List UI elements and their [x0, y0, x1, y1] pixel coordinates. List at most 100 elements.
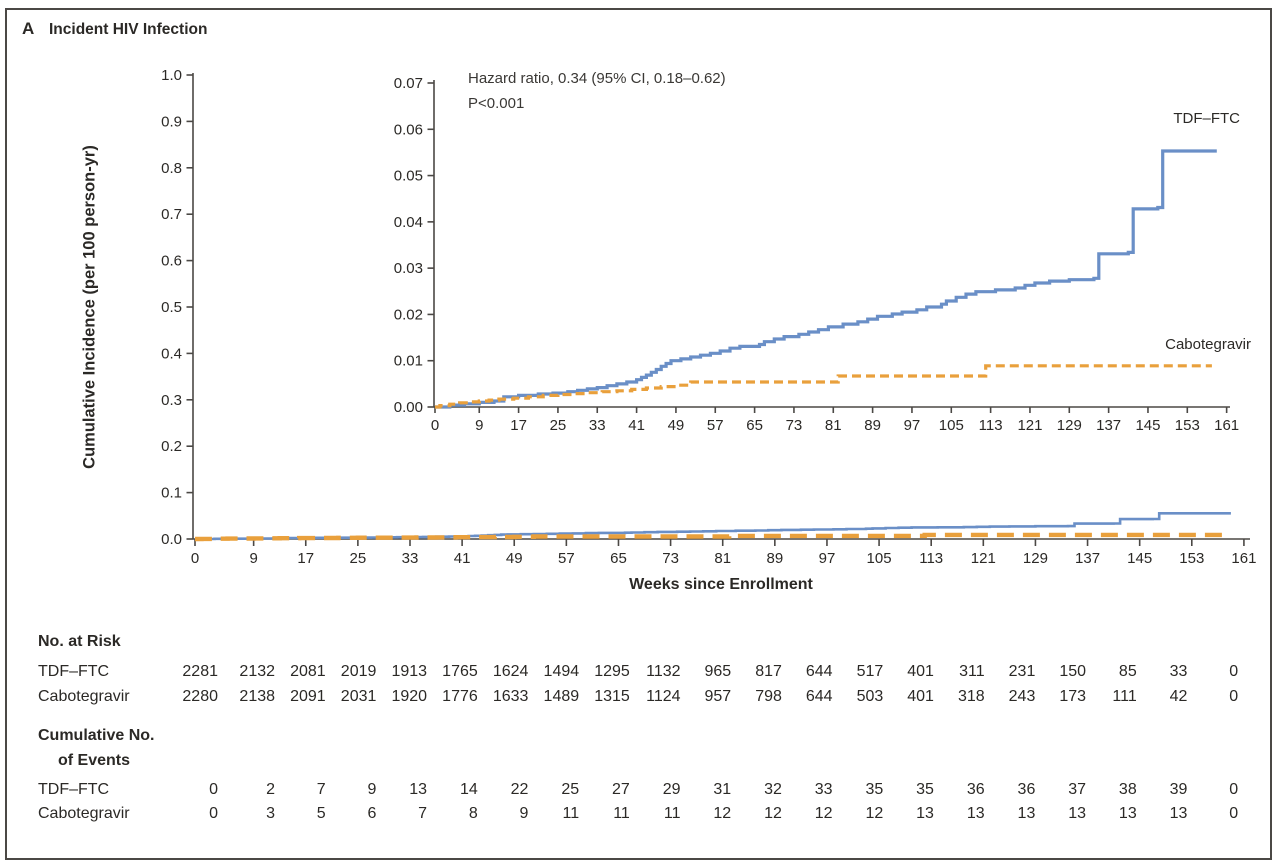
inset-x-tick-label: 153	[1175, 417, 1200, 434]
main-x-tick-label: 0	[191, 550, 199, 567]
risk-cell-tdf: 1913	[391, 663, 428, 680]
inset-x-tick-label: 105	[939, 417, 964, 434]
no-at-risk-header: No. at Risk	[38, 633, 121, 650]
events-cell-cabotegravir: 5	[316, 805, 326, 822]
risk-cell-tdf: 517	[856, 663, 884, 680]
inset-x-tick-label: 33	[589, 417, 606, 434]
risk-row-label-cabotegravir: Cabotegravir	[38, 688, 130, 705]
inset-y-tick-label: 0.06	[394, 121, 423, 138]
series-label-cabotegravir: Cabotegravir	[1165, 336, 1251, 353]
main-y-tick-label: 0.1	[161, 485, 182, 502]
events-cell-cabotegravir: 11	[562, 805, 580, 822]
inset-y-tick-label: 0.01	[394, 353, 423, 370]
events-cell-cabotegravir: 13	[1068, 805, 1087, 822]
main-x-tick-label: 73	[662, 550, 679, 567]
risk-cell-cabotegravir: 2091	[290, 688, 326, 705]
events-cell-tdf: 35	[916, 781, 934, 798]
risk-cell-cabotegravir: 957	[704, 688, 732, 705]
risk-cell-cabotegravir: 111	[1112, 688, 1137, 705]
main-x-tick-label: 33	[402, 550, 419, 567]
events-cell-cabotegravir: 7	[418, 805, 428, 822]
risk-cell-cabotegravir: 1920	[391, 688, 428, 705]
events-cell-tdf: 13	[409, 781, 428, 798]
risk-cell-tdf: 1494	[543, 663, 580, 680]
risk-cell-cabotegravir: 1124	[646, 688, 681, 705]
main-x-tick-label: 97	[819, 550, 836, 567]
main-x-tick-label: 57	[558, 550, 575, 567]
events-cell-tdf: 0	[1229, 781, 1239, 798]
inset-x-tick-label: 129	[1057, 417, 1082, 434]
events-cell-tdf: 7	[316, 781, 326, 798]
risk-cell-tdf: 401	[907, 663, 934, 680]
cumulative-events-header-line1: Cumulative No.	[38, 727, 155, 744]
risk-cell-cabotegravir: 1776	[442, 688, 478, 705]
risk-cell-cabotegravir: 1489	[543, 688, 580, 705]
events-cell-tdf: 35	[865, 781, 884, 798]
risk-cell-tdf: 0	[1229, 663, 1239, 680]
risk-row-label-tdf: TDF–FTC	[38, 663, 110, 680]
inset-x-tick-label: 9	[475, 417, 483, 434]
main-x-tick-label: 121	[971, 550, 996, 567]
risk-cell-cabotegravir: 798	[755, 688, 782, 705]
risk-cell-tdf: 1624	[492, 663, 529, 680]
risk-cell-tdf: 1765	[442, 663, 478, 680]
main-x-tick-label: 41	[454, 550, 471, 567]
main-x-tick-label: 17	[297, 550, 314, 567]
main-x-tick-label: 89	[766, 550, 783, 567]
events-cell-cabotegravir: 13	[1017, 805, 1036, 822]
events-cell-cabotegravir: 12	[865, 805, 884, 822]
events-cell-tdf: 37	[1068, 781, 1087, 798]
main-y-tick-label: 0.8	[161, 160, 182, 177]
inset-x-tick-label: 65	[746, 417, 763, 434]
inset-curve-tdf-ftc	[435, 149, 1217, 409]
inset-x-tick-label: 89	[864, 417, 881, 434]
risk-cell-cabotegravir: 0	[1229, 688, 1239, 705]
events-cell-cabotegravir: 13	[1118, 805, 1137, 822]
risk-cell-cabotegravir: 318	[957, 688, 985, 705]
main-y-tick-label: 0.6	[161, 253, 182, 270]
main-x-tick-label: 113	[919, 550, 943, 567]
inset-x-tick-label: 97	[904, 417, 921, 434]
main-x-tick-label: 81	[714, 550, 731, 567]
inset-curve-cabotegravir	[435, 364, 1212, 409]
events-cell-tdf: 38	[1118, 781, 1137, 798]
events-cell-cabotegravir: 0	[209, 805, 218, 822]
events-cell-cabotegravir: 11	[663, 805, 681, 822]
inset-x-tick-label: 49	[668, 417, 685, 434]
main-x-tick-label: 137	[1075, 550, 1100, 567]
events-cell-tdf: 32	[764, 781, 782, 798]
hazard-ratio-annotation: Hazard ratio, 0.34 (95% CI, 0.18–0.62)	[468, 70, 726, 87]
risk-cell-tdf: 2132	[239, 663, 276, 680]
inset-y-tick-label: 0.07	[394, 75, 423, 92]
events-row-label-tdf: TDF–FTC	[38, 781, 110, 798]
main-y-tick-label: 0.4	[161, 345, 182, 362]
events-cell-cabotegravir: 12	[764, 805, 782, 822]
main-x-tick-label: 105	[867, 550, 892, 567]
inset-y-tick-label: 0.02	[394, 306, 423, 323]
events-cell-tdf: 33	[814, 781, 833, 798]
risk-cell-cabotegravir: 1315	[594, 688, 630, 705]
events-cell-tdf: 14	[459, 781, 478, 798]
risk-cell-cabotegravir: 644	[805, 688, 833, 705]
x-axis-label: Weeks since Enrollment	[629, 576, 813, 593]
inset-y-tick-label: 0.03	[394, 260, 423, 277]
risk-cell-tdf: 644	[805, 663, 833, 680]
main-curve-cabotegravir	[195, 532, 1225, 542]
events-cell-cabotegravir: 13	[966, 805, 985, 822]
figure-frame	[5, 8, 1272, 860]
inset-x-tick-label: 73	[786, 417, 803, 434]
risk-cell-tdf: 150	[1059, 663, 1087, 680]
events-cell-tdf: 39	[1169, 781, 1188, 798]
inset-x-tick-label: 81	[825, 417, 842, 434]
main-y-tick-label: 0.9	[161, 113, 182, 130]
inset-y-tick-label: 0.04	[394, 214, 423, 231]
inset-x-tick-label: 17	[510, 417, 527, 434]
risk-cell-cabotegravir: 42	[1169, 688, 1188, 705]
inset-x-tick-label: 161	[1214, 417, 1239, 434]
events-cell-tdf: 9	[367, 781, 377, 798]
main-x-tick-label: 49	[506, 550, 523, 567]
events-cell-tdf: 31	[713, 781, 732, 798]
risk-cell-tdf: 1132	[646, 663, 681, 680]
risk-cell-cabotegravir: 243	[1008, 688, 1036, 705]
